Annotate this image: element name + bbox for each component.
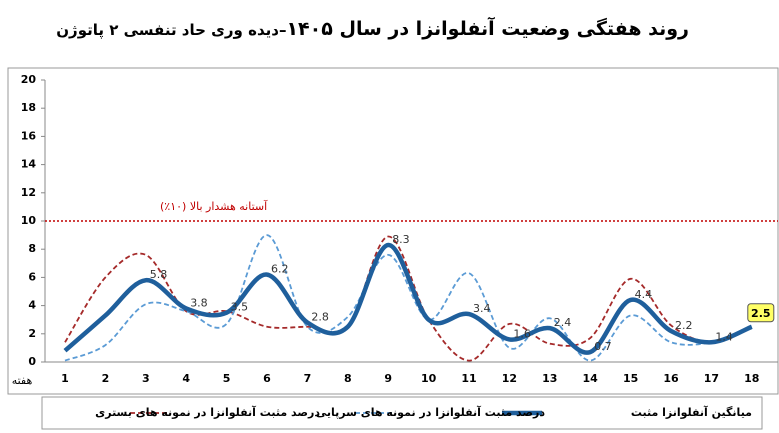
title-block: روند هفتگی وضعیت آنفلوانزا در سال ۱۴۰۵–د… xyxy=(56,18,689,40)
x-axis-label: هفته xyxy=(12,374,33,387)
x-tick-label: 9 xyxy=(384,372,392,385)
x-tick-label: 17 xyxy=(704,372,719,385)
y-tick-label: 14 xyxy=(21,158,37,171)
x-tick-label: 5 xyxy=(223,372,231,385)
x-tick-label: 11 xyxy=(461,372,476,385)
series-line xyxy=(63,242,753,355)
y-tick-label: 20 xyxy=(21,73,37,86)
value-label: 4.4 xyxy=(635,288,653,301)
x-tick-label: 2 xyxy=(102,372,110,385)
value-label: 6.2 xyxy=(271,263,289,276)
value-label: 0.7 xyxy=(594,340,612,353)
threshold-label: آستانه هشدار بالا (۱۰٪) xyxy=(160,199,268,213)
x-tick-label: 10 xyxy=(421,372,437,385)
y-tick-label: 10 xyxy=(21,214,37,227)
x-tick-label: 8 xyxy=(344,372,352,385)
x-tick-label: 12 xyxy=(502,372,517,385)
chart-subtitle: –دیده وری حاد تنفسی ۲ پاتوژن xyxy=(56,21,287,39)
value-label: 1.6 xyxy=(513,327,531,340)
value-label: 5.8 xyxy=(150,268,168,281)
value-label: 8.3 xyxy=(392,233,410,246)
x-tick-label: 18 xyxy=(744,372,759,385)
legend-box xyxy=(41,396,763,430)
x-tick-label: 4 xyxy=(182,372,190,385)
x-tick-label: 13 xyxy=(542,372,557,385)
y-tick-label: 8 xyxy=(28,242,36,255)
legend-label: میانگین آنفلوانزا مثبت xyxy=(631,405,752,419)
x-tick-label: 7 xyxy=(304,372,312,385)
value-label-box xyxy=(747,303,775,323)
chart-title: روند هفتگی وضعیت آنفلوانزا در سال ۱۴۰۵ xyxy=(286,18,689,40)
x-tick-label: 14 xyxy=(583,372,599,385)
legend-label: درصد مثبت آنفلوانزا در نمونه های بستری xyxy=(95,405,320,419)
value-label: 3.5 xyxy=(231,301,249,314)
y-tick-label: 6 xyxy=(28,270,36,283)
y-tick-label: 2 xyxy=(28,327,36,340)
value-label: 2.8 xyxy=(311,311,329,324)
legend-label: درصد مثبت آنفلوانزا در نمونه های سرپایی xyxy=(316,405,546,419)
y-tick-label: 12 xyxy=(21,186,36,199)
plot-frame xyxy=(7,67,779,395)
x-tick-label: 15 xyxy=(623,372,638,385)
x-tick-label: 1 xyxy=(61,372,69,385)
value-label: 2.2 xyxy=(675,319,693,332)
value-label: 3.8 xyxy=(190,296,208,309)
y-tick-label: 18 xyxy=(21,101,36,114)
series-line xyxy=(64,235,753,362)
x-tick-label: 3 xyxy=(142,372,150,385)
value-label: 2.5 xyxy=(751,307,771,320)
y-tick-label: 0 xyxy=(28,355,36,368)
y-tick-label: 16 xyxy=(21,129,37,142)
y-tick-label: 4 xyxy=(28,299,36,312)
value-label: 2.4 xyxy=(554,316,572,329)
value-label: 1.4 xyxy=(715,330,733,343)
x-tick-label: 6 xyxy=(263,372,271,385)
x-tick-label: 16 xyxy=(663,372,679,385)
series-line xyxy=(64,234,753,362)
value-label: 3.4 xyxy=(473,302,491,315)
